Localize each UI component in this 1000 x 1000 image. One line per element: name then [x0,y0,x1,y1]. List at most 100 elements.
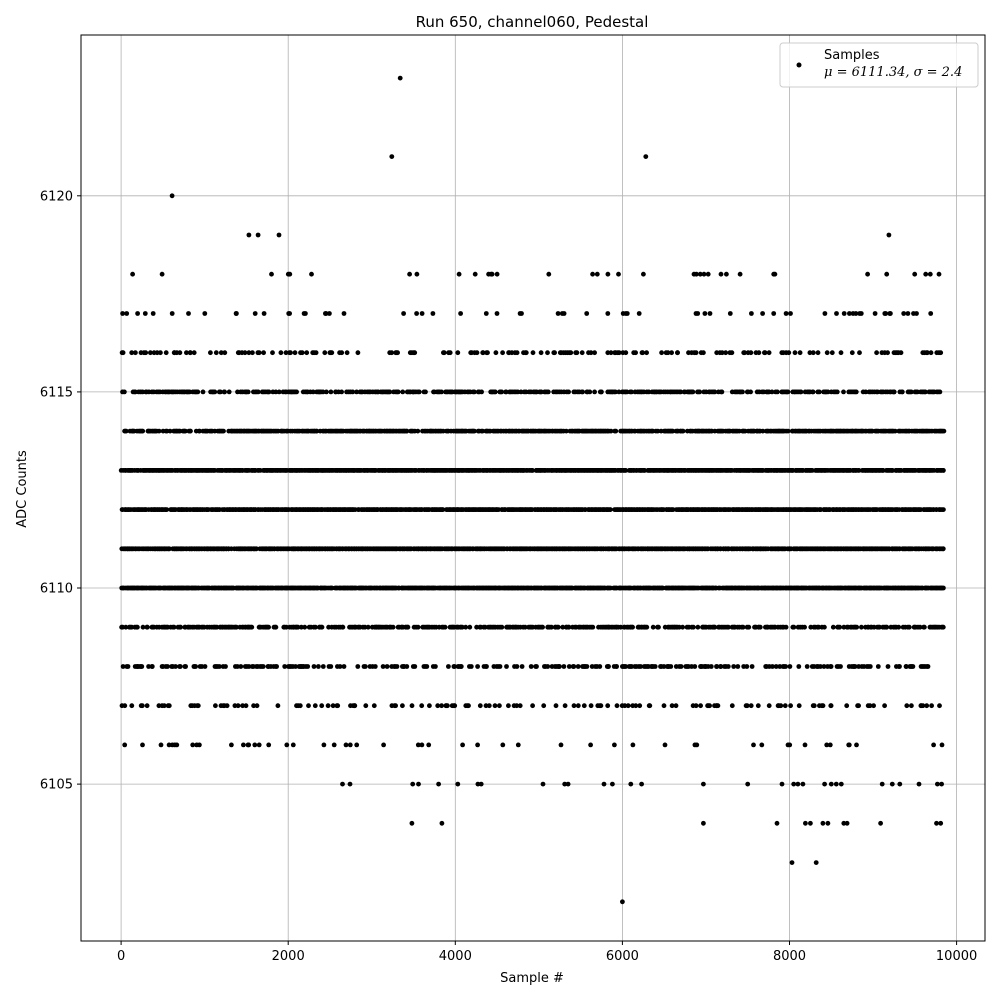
sample-point [588,703,594,709]
sample-point [171,624,177,630]
sample-point [312,703,318,709]
sample-point [917,624,923,630]
sample-point [266,742,272,748]
sample-point [222,389,228,395]
sample-point [354,742,360,748]
sample-point [538,389,544,395]
sample-point [744,703,750,709]
sample-point [242,350,248,356]
sample-point [278,350,284,356]
sample-point [854,624,860,630]
sample-point [506,703,511,709]
sample-point [882,703,887,709]
sample-point [518,389,524,395]
sample-point [810,350,816,356]
sample-point [235,664,240,669]
sample-point [472,428,477,434]
sample-point [164,507,170,512]
sample-point [371,703,377,709]
sample-point [863,389,869,395]
sample-point [416,389,422,395]
sample-point [545,350,550,356]
sample-point [690,389,696,395]
sample-point [633,350,638,356]
sample-point [931,742,936,748]
sample-point [330,703,336,709]
sample-point [355,664,361,669]
sample-point [415,624,421,630]
sample-point [605,703,611,709]
sample-point [467,624,473,630]
sample-point [844,703,850,709]
sample-point [852,664,858,669]
sample-point [568,350,574,356]
sample-point [503,389,509,395]
sample-point [143,350,149,356]
sample-point [302,624,308,630]
sample-point [395,389,401,395]
sample-point [177,350,183,356]
sample-point [809,468,815,473]
sample-point [777,664,783,669]
sample-point [659,350,664,356]
sample-point [644,624,650,630]
sample-point [707,703,712,709]
sample-point [675,350,680,356]
sample-point [828,703,834,709]
sample-point [712,624,718,630]
sample-point [471,389,477,395]
sample-point [299,624,304,630]
sample-point [804,664,810,669]
sample-point [424,664,430,669]
sample-point [404,664,410,669]
sample-point [202,311,208,316]
sample-point [908,389,914,395]
sample-point [433,664,438,669]
sample-point [221,428,226,434]
sample-point [802,624,807,630]
sample-point [492,389,498,395]
sample-point [299,350,305,356]
sample-point [314,428,320,434]
sample-point [466,703,471,709]
sample-point [246,742,252,748]
sample-point [132,389,138,395]
sample-point [694,742,700,748]
sample-point [725,664,731,669]
sample-point [166,703,172,709]
sample-point [158,742,164,748]
sample-point [352,703,358,709]
sample-point [618,624,624,630]
sample-point [344,350,350,356]
sample-point [234,311,239,316]
sample-point [339,350,345,356]
sample-point [897,664,902,669]
sample-point [297,703,303,709]
sample-point [555,624,561,630]
sample-point [514,350,520,356]
sample-point [188,428,193,434]
sample-point [807,350,813,356]
sample-point [468,664,474,669]
sample-point [460,742,465,748]
sample-point [238,664,244,669]
sample-point [797,350,803,356]
sample-point [838,350,844,356]
sample-point [304,350,310,356]
sample-point [614,664,619,669]
sample-point [284,742,290,748]
sample-point [575,703,581,709]
sample-point [197,742,202,748]
sample-point [167,428,173,434]
sample-point [447,350,453,356]
sample-point [212,389,218,395]
sample-point [384,664,390,669]
sample-point [811,703,817,709]
sample-point [549,624,554,630]
sample-point [941,428,947,434]
sample-point [200,389,206,395]
sample-point [629,389,634,395]
sample-point [499,389,505,395]
sample-point [698,703,703,709]
sample-point [810,389,816,395]
